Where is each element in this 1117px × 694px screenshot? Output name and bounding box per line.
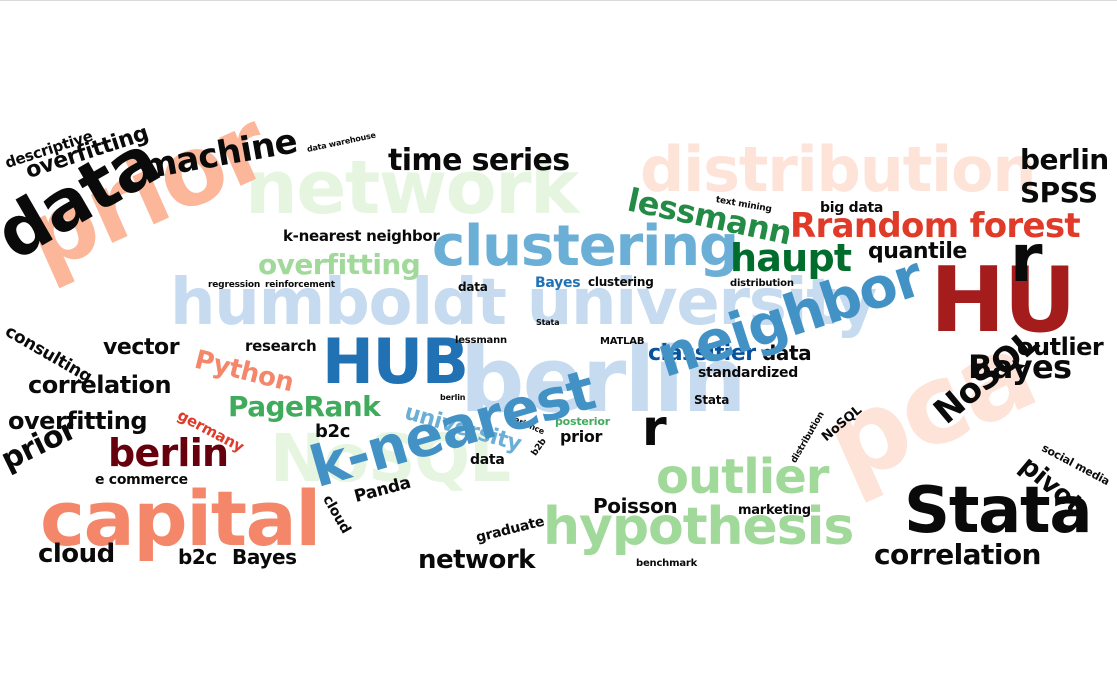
word-data: data — [470, 452, 505, 468]
word-e-commerce: e commerce — [95, 472, 188, 488]
word-haupt: haupt — [730, 236, 852, 280]
word-capital: capital — [40, 474, 321, 563]
word-network: network — [245, 145, 579, 231]
word-classifier: classifier — [648, 341, 756, 366]
word-humboldt-university: humboldt university — [170, 266, 877, 340]
word-time-series: time series — [388, 143, 570, 178]
word-data: data — [458, 280, 488, 294]
word-lessmann: lessmann — [455, 335, 507, 346]
word-vector: vector — [103, 335, 180, 360]
word-graduate: graduate — [474, 513, 546, 546]
word-b2c: b2c — [178, 545, 217, 569]
word-r: r — [1010, 220, 1043, 297]
word-bayes: Bayes — [232, 545, 297, 569]
word-standardized: standardized — [698, 365, 798, 381]
word-outlier: outlier — [656, 449, 829, 505]
word-prior: prior — [560, 427, 603, 446]
word-k-nearest-neighbor: k-nearest neighbor — [283, 227, 440, 245]
word-overfitting: overfitting — [258, 248, 421, 281]
word-poisson: Poisson — [593, 494, 678, 518]
word-b2b: b2b — [529, 437, 549, 458]
word-hu: HU — [930, 248, 1077, 353]
word-distribution: distribution — [730, 278, 794, 289]
word-cloud: cloud — [38, 539, 115, 569]
word-correlation: correlation — [874, 538, 1041, 571]
word-cloud: cloud — [319, 492, 354, 537]
word-stata: Stata — [904, 474, 1093, 548]
word-quantile: quantile — [868, 239, 967, 264]
word-rrandom-forest: Rrandom forest — [790, 206, 1081, 246]
word-benchmark: benchmark — [636, 558, 698, 569]
word-regression: regression — [208, 280, 261, 290]
word-berlin: berlin — [108, 431, 229, 475]
word-stata: Stata — [694, 393, 730, 407]
word-berlin: berlin — [460, 328, 747, 433]
word-bayes: Bayes — [968, 348, 1072, 386]
word-spss: SPSS — [1020, 176, 1098, 209]
word-marketing: marketing — [738, 503, 811, 518]
word-berlin: berlin — [440, 393, 466, 402]
word-correlation: correlation — [28, 371, 172, 399]
word-stata: Stata — [536, 318, 560, 327]
word-network: network — [418, 545, 535, 575]
word-research: research — [245, 337, 317, 355]
word-data: data — [762, 341, 812, 365]
word-posterior: posterior — [555, 415, 610, 428]
word-berlin: berlin — [1020, 143, 1109, 176]
word-b2c: b2c — [315, 421, 350, 442]
word-distribution: distribution — [640, 133, 1037, 206]
word-bayes: Bayes — [535, 275, 581, 291]
word-pagerank: PageRank — [228, 390, 381, 423]
word-hub: HUB — [322, 325, 469, 398]
word-nosql: NoSQL — [270, 420, 511, 497]
word-reinforcement: reinforcement — [265, 280, 335, 290]
word-clustering: clustering — [432, 214, 739, 279]
word-hypothesis: hypothesis — [543, 497, 854, 557]
word-r: r — [642, 399, 667, 457]
word-outlier: outlier — [1017, 333, 1104, 361]
word-clustering: clustering — [588, 275, 654, 289]
word-big-data: big data — [820, 200, 884, 216]
word-overfitting: overfitting — [8, 407, 148, 435]
word-matlab: MATLAB — [600, 336, 645, 347]
